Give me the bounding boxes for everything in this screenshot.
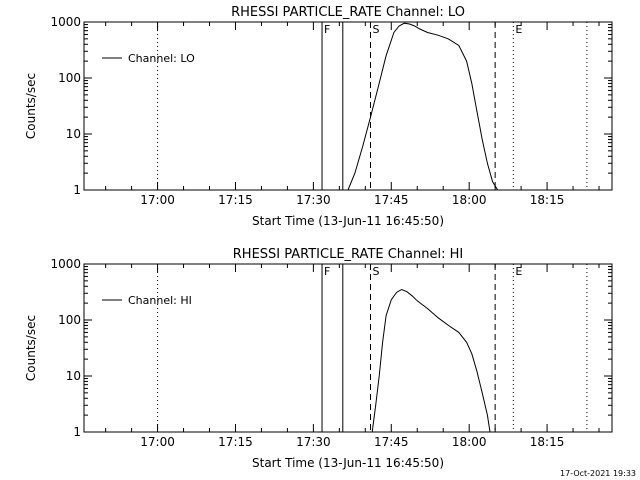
marker-label: S [373,265,380,278]
x-tick-label: 17:15 [218,193,253,207]
marker-label: S [373,23,380,36]
panel-hi: RHESSI PARTICLE_RATE Channel: HI Counts/s… [24,247,613,470]
x-tick-label: 17:00 [140,435,175,449]
y-tick-label: 1 [73,183,81,197]
x-axis-label: Start Time (13-Jun-11 16:45:50) [252,456,444,470]
x-tick-label: 18:15 [530,435,565,449]
marker-label: F [324,23,330,36]
y-tick-label: 1000 [50,257,81,271]
y-tick-label: 10 [66,369,81,383]
x-tick-label: 17:15 [218,435,253,449]
plot-frame [83,21,613,191]
x-tick-label: 17:30 [296,435,331,449]
plot-frame [83,263,613,433]
x-tick-label: 17:45 [374,193,409,207]
y-axis-label: Counts/sec [24,73,38,139]
y-axis-label: Counts/sec [24,315,38,381]
x-tick-label: 17:30 [296,193,331,207]
chart-title: RHESSI PARTICLE_RATE Channel: HI [233,247,463,262]
chart-title: RHESSI PARTICLE_RATE Channel: LO [231,5,465,20]
y-tick-label: 1000 [50,15,81,29]
marker-label: F [324,265,330,278]
footer-timestamp: 17-Oct-2021 19:33 [560,469,636,478]
legend-entry: Channel: HI [128,294,192,307]
x-tick-label: 17:45 [374,435,409,449]
series-line [371,288,491,433]
marker-label: E [515,265,522,278]
y-tick-label: 10 [66,127,81,141]
x-axis-label: Start Time (13-Jun-11 16:45:50) [252,214,444,228]
x-tick-label: 18:00 [452,193,487,207]
marker-label: E [515,23,522,36]
y-tick-label: 100 [58,71,81,85]
y-tick-label: 100 [58,313,81,327]
panel-lo: RHESSI PARTICLE_RATE Channel: LO Counts/s… [24,5,613,228]
x-tick-label: 18:00 [452,435,487,449]
x-tick-label: 18:15 [530,193,565,207]
y-tick-label: 1 [73,425,81,439]
legend-entry: Channel: LO [128,52,195,65]
x-tick-label: 17:00 [140,193,175,207]
series-line [347,22,499,191]
